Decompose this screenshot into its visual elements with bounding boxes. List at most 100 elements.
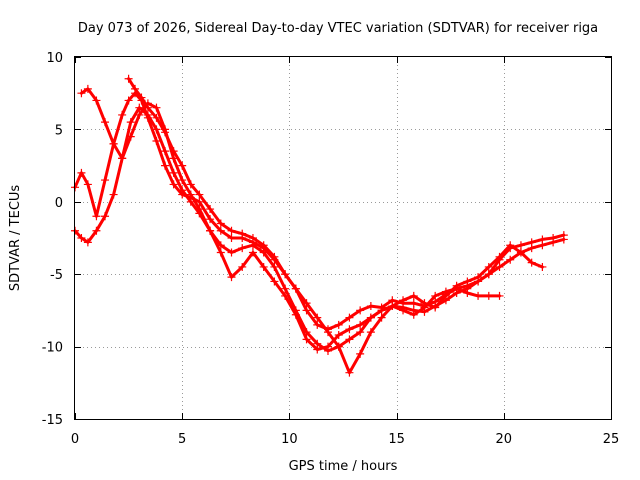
- x-tick-label: 0: [71, 432, 79, 447]
- data-point: [143, 110, 152, 119]
- data-point: [92, 226, 101, 235]
- data-point: [178, 161, 187, 170]
- data-point: [169, 180, 178, 189]
- data-point: [152, 125, 161, 134]
- data-point: [281, 284, 290, 293]
- x-tick-label: 15: [388, 432, 405, 447]
- data-point: [516, 248, 525, 257]
- data-point: [323, 346, 332, 355]
- data-point: [313, 313, 322, 322]
- data-point: [313, 320, 322, 329]
- data-point: [484, 291, 493, 300]
- data-point: [124, 96, 133, 105]
- data-point: [186, 180, 195, 189]
- data-point: [345, 368, 354, 377]
- data-point: [463, 289, 472, 298]
- data-point: [83, 180, 92, 189]
- data-point: [366, 313, 375, 322]
- data-point: [161, 128, 170, 137]
- data-point: [248, 248, 257, 257]
- data-point: [206, 205, 215, 214]
- data-point: [248, 241, 257, 250]
- data-point: [195, 205, 204, 214]
- data-point: [345, 335, 354, 344]
- data-point: [377, 313, 386, 322]
- data-point: [101, 212, 110, 221]
- data-point: [302, 335, 311, 344]
- data-series: [71, 74, 568, 377]
- data-point: [259, 241, 268, 250]
- data-point: [178, 176, 187, 185]
- series-line: [127, 77, 544, 375]
- data-point: [366, 302, 375, 311]
- data-point: [356, 320, 365, 329]
- data-point: [495, 291, 504, 300]
- data-point: [83, 238, 92, 247]
- data-point: [484, 262, 493, 271]
- data-point: [334, 342, 343, 351]
- data-point: [216, 226, 225, 235]
- x-tick-labels: 0 5 10 15 20 25: [71, 432, 619, 447]
- data-point: [161, 147, 170, 156]
- data-point: [270, 262, 279, 271]
- data-point: [77, 168, 86, 177]
- data-point: [441, 291, 450, 300]
- data-point: [216, 219, 225, 228]
- data-point: [124, 74, 133, 83]
- data-point: [302, 299, 311, 308]
- data-point: [334, 320, 343, 329]
- data-point: [366, 328, 375, 337]
- y-tick-label: -10: [42, 341, 63, 356]
- data-point: [131, 84, 140, 93]
- data-point: [259, 248, 268, 257]
- data-point: [109, 139, 118, 148]
- data-point: [186, 190, 195, 199]
- data-point: [506, 241, 515, 250]
- data-point: [143, 103, 152, 112]
- data-point: [152, 103, 161, 112]
- grid-lines: [75, 57, 611, 419]
- series-trace-3: [77, 84, 504, 355]
- data-point: [152, 113, 161, 122]
- x-axis-label: GPS time / hours: [289, 459, 398, 474]
- data-point: [484, 270, 493, 279]
- y-tick-label: -5: [50, 268, 63, 283]
- data-point: [452, 281, 461, 290]
- data-point: [516, 241, 525, 250]
- data-point: [92, 212, 101, 221]
- data-point: [238, 229, 247, 238]
- data-point: [302, 328, 311, 337]
- data-point: [92, 96, 101, 105]
- data-point: [178, 186, 187, 195]
- data-point: [227, 248, 236, 257]
- data-point: [388, 302, 397, 311]
- data-point: [399, 296, 408, 305]
- data-point: [527, 258, 536, 267]
- plot-frame: [74, 56, 612, 420]
- data-point: [227, 234, 236, 242]
- series-trace-2: [71, 103, 568, 354]
- series-line: [79, 87, 501, 353]
- data-point: [206, 226, 215, 235]
- data-point: [431, 303, 440, 312]
- data-point: [559, 235, 568, 244]
- data-point: [409, 299, 418, 308]
- data-point: [135, 110, 144, 119]
- data-point: [356, 328, 365, 337]
- data-point: [313, 339, 322, 348]
- data-point: [281, 270, 290, 279]
- series-line: [73, 91, 566, 331]
- data-point: [399, 306, 408, 315]
- data-point: [169, 168, 178, 177]
- data-point: [356, 306, 365, 315]
- data-point: [238, 262, 247, 271]
- data-point: [238, 244, 247, 253]
- data-point: [101, 118, 110, 127]
- chart-title: Day 073 of 2026, Sidereal Day-to-day VTE…: [78, 21, 598, 36]
- data-point: [259, 262, 268, 271]
- data-point: [216, 241, 225, 250]
- data-point: [409, 291, 418, 300]
- data-point: [216, 248, 225, 257]
- data-point: [291, 306, 300, 315]
